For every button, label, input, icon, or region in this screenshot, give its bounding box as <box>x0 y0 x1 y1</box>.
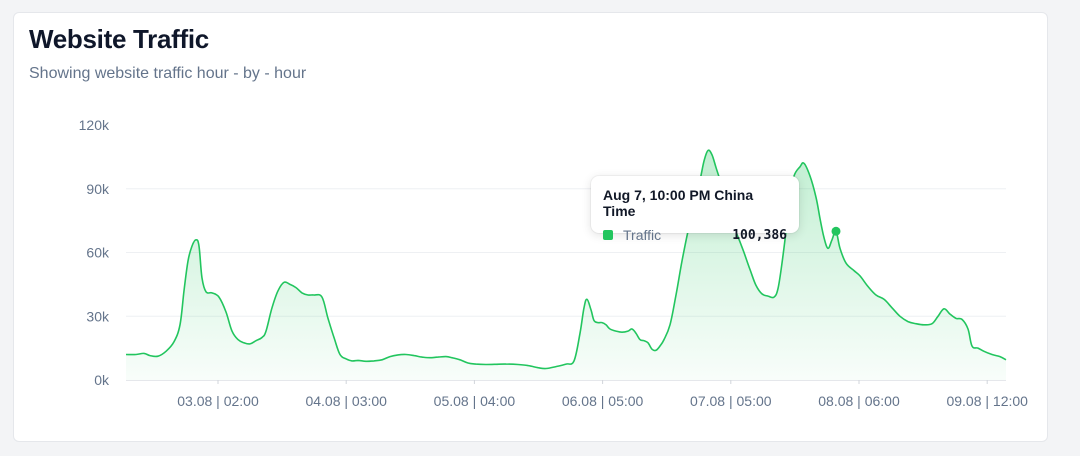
x-tick-label: 05.08 | 04:00 <box>434 393 516 409</box>
y-tick-label: 120k <box>79 117 110 133</box>
y-tick-label: 30k <box>86 308 110 324</box>
x-tick-label: 04.08 | 03:00 <box>305 393 387 409</box>
x-tick-label: 07.08 | 05:00 <box>690 393 772 409</box>
tooltip-value: 100,386 <box>732 227 787 243</box>
tooltip-title: Aug 7, 10:00 PM China Time <box>603 187 754 219</box>
highlight-point[interactable] <box>831 226 841 236</box>
y-tick-label: 0k <box>94 372 110 388</box>
x-tick-label: 06.08 | 05:00 <box>562 393 644 409</box>
series-swatch-icon <box>603 230 613 240</box>
traffic-area-fill <box>126 150 1006 380</box>
y-tick-label: 60k <box>86 245 110 261</box>
x-tick-label: 03.08 | 02:00 <box>177 393 259 409</box>
tooltip-row: Traffic 100,386 <box>603 227 787 243</box>
chart-tooltip: Aug 7, 10:00 PM China Time Traffic 100,3… <box>591 176 799 243</box>
y-tick-label: 90k <box>86 181 110 197</box>
x-tick-label: 09.08 | 12:00 <box>946 393 1028 409</box>
chart-subtitle: Showing website traffic hour - by - hour <box>29 65 307 82</box>
chart-title: Website Traffic <box>29 24 209 54</box>
x-tick-label: 08.08 | 06:00 <box>818 393 900 409</box>
tooltip-series-label: Traffic <box>623 227 662 243</box>
traffic-series-line <box>125 149 1007 370</box>
